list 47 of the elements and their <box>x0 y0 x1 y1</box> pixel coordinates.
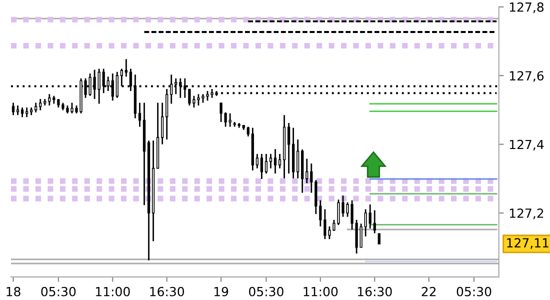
x-tick-label: 05:30 <box>41 286 76 296</box>
x-tick-label: 05:30 <box>456 286 492 296</box>
candlestick <box>264 153 268 174</box>
y-tick-label: 127,8 <box>510 2 544 14</box>
candlestick <box>98 68 100 104</box>
candlestick <box>39 98 42 111</box>
candlestick <box>287 122 290 174</box>
candlestick <box>373 210 376 234</box>
candlestick <box>306 158 308 184</box>
candlestick <box>16 104 20 116</box>
candlestick <box>25 106 28 118</box>
candlestick <box>124 58 128 78</box>
candlestick <box>188 88 191 106</box>
candlestick <box>48 93 51 106</box>
x-tick-label: 16:30 <box>358 286 392 296</box>
y-tick-label: 127,6 <box>510 71 544 82</box>
y-tick-label: 127,2 <box>510 208 544 220</box>
x-tick-label: 16:30 <box>150 286 184 296</box>
candlestick <box>12 102 15 116</box>
candlestick <box>319 200 322 228</box>
candlestick <box>138 102 142 128</box>
x-tick-label: 05:30 <box>249 286 284 296</box>
x-tick-label: 11:00 <box>304 286 338 296</box>
candlestick <box>246 126 250 138</box>
x-tick-label: 22 <box>422 286 436 296</box>
x-tick-label: 18 <box>6 286 20 296</box>
candlestick <box>166 88 168 140</box>
text: 127,11 <box>507 238 548 249</box>
x-tick-label: 19 <box>214 286 228 296</box>
candlestick <box>278 153 282 170</box>
candlestick <box>269 153 272 170</box>
candlestick <box>116 71 118 99</box>
candlestick <box>378 232 380 245</box>
candlestick <box>368 204 372 230</box>
candlestick <box>161 102 164 145</box>
candlestick <box>256 153 259 170</box>
candlestick <box>296 138 300 180</box>
candlestick <box>34 102 38 114</box>
candlestick <box>360 222 362 248</box>
candlestick <box>274 148 277 174</box>
candlestick <box>364 208 367 238</box>
candlestick <box>260 153 264 180</box>
candlestick <box>20 106 24 118</box>
candlestick <box>310 162 313 194</box>
y-tick-label: 127,4 <box>510 140 544 151</box>
candlestick <box>228 112 232 128</box>
x-tick-label: 11:00 <box>96 286 130 296</box>
